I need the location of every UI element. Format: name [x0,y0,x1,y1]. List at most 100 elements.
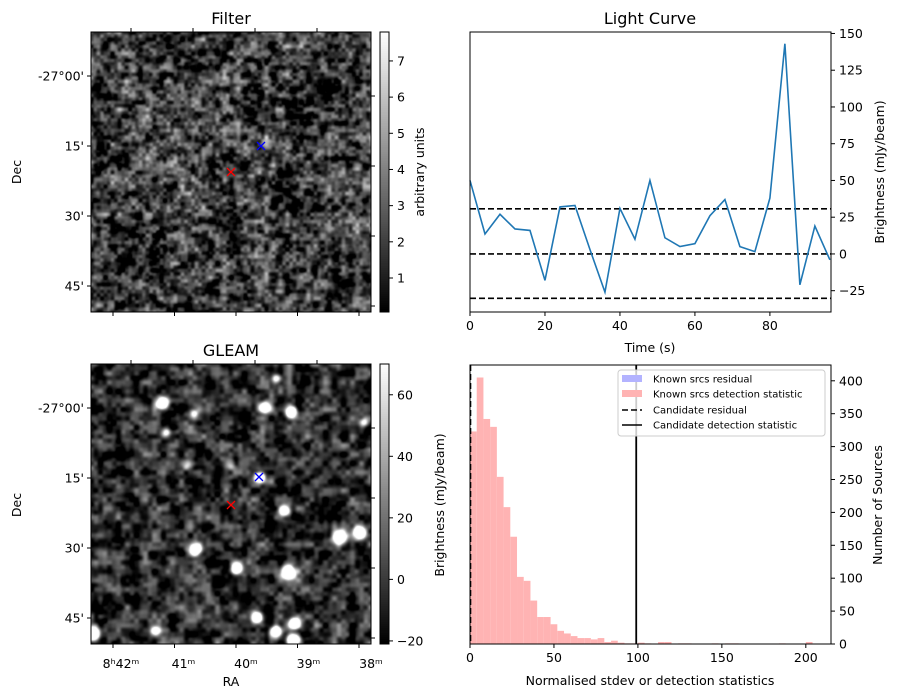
hist-ylabel: Number of Sources [870,445,885,565]
histogram-bar [490,426,497,644]
x-tick-label: 0 [466,318,474,333]
colorbar-tick-label: 1 [397,270,405,285]
dec-tick-label: -27°00' [38,401,84,416]
y-tick-label: 75 [839,136,855,151]
hist-xlabel: Normalised stdev or detection statistics [526,673,775,688]
dec-tick-label: 30' [65,209,84,224]
ra-tick-label: 39ᵐ [297,656,321,671]
y-tick-label: 150 [839,26,863,41]
x-tick-label: 150 [710,650,734,665]
histogram-bar [577,638,585,644]
x-tick-label: 200 [794,650,818,665]
histogram-bar [510,536,518,644]
histogram-bar [496,476,504,644]
y-tick-label: 50 [839,604,855,619]
colorbar-frame [379,31,390,313]
image-frame [90,31,372,313]
lightcurve-xlabel: Time (s) [624,340,676,355]
filter-title: Filter [211,9,251,28]
legend-swatch-residual [622,375,642,382]
legend-entry: Known srcs detection statistic [653,390,802,401]
y-tick-label: 150 [839,538,863,553]
filter-colorbar-label: arbitrary units [412,127,427,216]
histogram-bar [476,377,484,644]
histogram-bar [543,617,551,644]
candidate-marker [226,167,236,177]
histogram-bar [483,418,491,644]
colorbar-tick-label: 3 [397,198,405,213]
histogram-frame [469,364,832,645]
histogram-bar [523,580,531,644]
legend-swatch-detection [622,390,642,397]
y-tick-label: 25 [839,210,855,225]
lightcurve-ylabel: Brightness (mJy/beam) [872,100,887,243]
colorbar-tick-label: 6 [397,90,405,105]
histogram-bar [597,638,605,644]
dec-tick-label: 15' [65,471,84,486]
x-tick-label: 0 [466,650,474,665]
dec-tick-label: 30' [65,541,84,556]
gleam-colorbar [380,364,389,644]
histogram-bar [570,636,578,644]
y-tick-label: 100 [839,99,863,114]
x-tick-label: 50 [546,650,562,665]
gleam-title: GLEAM [203,341,259,360]
lightcurve-frame [469,31,832,313]
legend-entry: Known srcs residual [653,375,752,386]
dec-tick-label: 45' [65,611,84,626]
histogram-bar [611,640,618,644]
y-tick-label: 300 [839,439,863,454]
colorbar-tick-label: 7 [397,53,405,68]
ra-tick-label: 38ᵐ [359,656,383,671]
legend-entry: Candidate detection statistic [653,421,797,432]
filter-colorbar [380,32,389,312]
x-tick-label: 20 [537,318,553,333]
y-tick-label: 200 [839,505,863,520]
histogram-bar [537,617,544,644]
filter-ylabel: Dec [9,160,24,184]
ra-tick-label: 8ʰ42ᵐ [103,656,140,671]
histogram-bar [590,639,598,644]
y-tick-label: 250 [839,472,863,487]
y-tick-label: 100 [839,571,863,586]
colorbar-tick-label: 60 [397,387,413,402]
known-source-marker [254,472,264,482]
ra-tick-label: 40ᵐ [234,656,258,671]
y-tick-label: 50 [839,173,855,188]
gleam-colorbar-label: Brightness (mJy/beam) [432,433,447,576]
colorbar-tick-label: 4 [397,162,405,177]
histogram-bar [637,642,645,644]
colorbar-frame [379,363,390,645]
colorbar-tick-label: −20 [397,633,423,648]
histogram-bar [550,624,558,644]
histogram-bar [584,638,591,644]
dec-tick-label: -27°00' [38,69,84,84]
ra-tick-label: 41ᵐ [172,656,196,671]
histogram-bar [517,576,524,644]
colorbar-tick-label: 2 [397,234,405,249]
histogram-bar [805,642,813,644]
y-tick-label: 125 [839,63,863,78]
gleam-xlabel: RA [223,674,240,689]
dec-tick-label: 45' [65,279,84,294]
gleam-image [91,364,371,644]
y-tick-label: −25 [839,283,865,298]
y-tick-label: 0 [839,246,847,261]
gleam-ylabel: Dec [9,493,24,517]
y-tick-label: 0 [839,637,847,652]
colorbar-tick-label: 0 [397,572,405,587]
lightcurve-title: Light Curve [604,9,696,28]
y-tick-label: 350 [839,406,863,421]
colorbar-tick-label: 20 [397,510,413,525]
histogram-bar [664,642,672,644]
colorbar-tick-label: 40 [397,449,413,464]
legend-box [617,369,826,437]
dec-tick-label: 15' [65,139,84,154]
histogram-bar [658,642,665,644]
x-tick-label: 80 [762,318,778,333]
legend-entry: Candidate residual [653,406,747,417]
light-curve-line [469,43,831,296]
x-tick-label: 60 [687,318,703,333]
histogram-bar [564,633,571,644]
